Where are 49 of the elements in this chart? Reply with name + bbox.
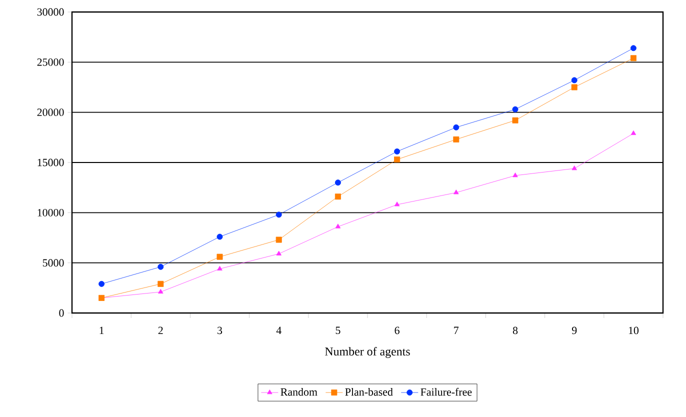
y-tick-label: 10000 [38,208,64,216]
point [276,236,282,243]
legend-label: Failure-free [420,388,472,396]
y-tick-label: 30000 [37,8,64,16]
point [334,194,341,200]
point [217,266,222,270]
x-tick-label: 1 [100,326,104,334]
point [630,45,636,52]
y-tick-label: 15000 [38,158,64,166]
point [453,124,460,130]
point [158,264,164,270]
point [98,280,105,287]
point [454,190,459,194]
legend-label: Plan-based [345,388,393,396]
y-tick-label: 0 [59,309,64,317]
x-tick-label: 2 [158,326,163,334]
x-tick-label: 4 [276,326,282,334]
x-tick-label: 7 [454,326,459,334]
x-tick-label: 8 [512,326,518,334]
x-tick-label: 3 [218,326,222,334]
x-tick-label: 6 [394,326,400,334]
point [571,77,578,84]
point [216,254,223,260]
point [630,55,636,62]
point [158,288,164,294]
y-tick-label: 25000 [37,58,64,66]
x-tick-label: 10 [628,326,639,334]
point [335,224,341,228]
point [512,172,518,178]
point [453,136,460,142]
y-tick-label: 5000 [42,259,64,267]
point [334,180,341,186]
point [394,202,400,206]
point [394,156,400,162]
point [276,212,282,218]
point [216,234,223,240]
point [276,250,282,256]
x-tick-label: 5 [336,326,340,334]
point [571,84,578,90]
point [158,280,164,287]
point [572,166,577,170]
legend-label: Random [280,388,318,396]
x-tick-label: 9 [572,326,577,334]
point [512,106,518,112]
y-tick-label: 20000 [37,108,64,116]
x-axis-title: Number of agents [325,347,410,358]
point [630,130,636,135]
point [512,117,518,124]
point [394,148,400,154]
